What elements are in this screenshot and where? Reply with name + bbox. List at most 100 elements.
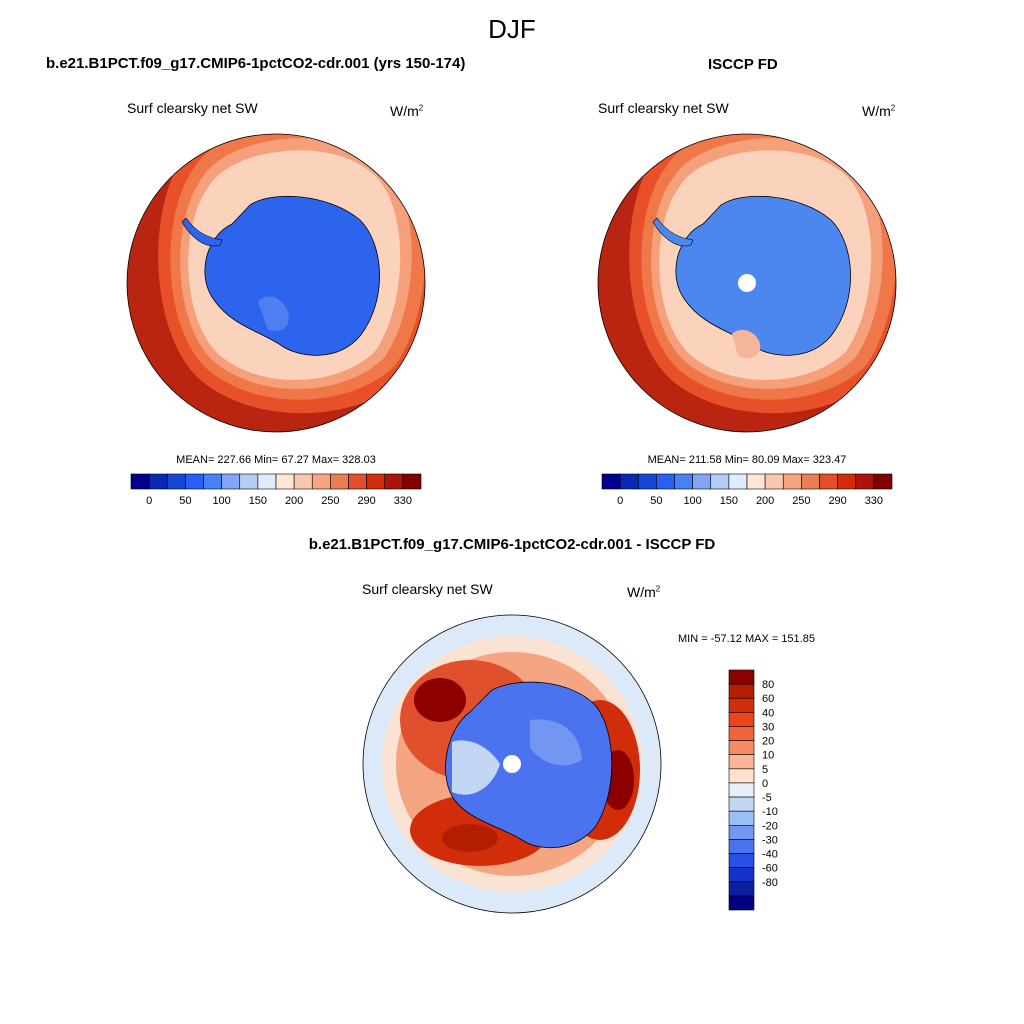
colorbar-swatch — [837, 473, 857, 490]
panel-title-difference: b.e21.B1PCT.f09_g17.CMIP6-1pctCO2-cdr.00… — [308, 536, 716, 553]
panel-label-obs: Surf clearsky net SW — [598, 100, 729, 116]
colorbar-swatch — [601, 473, 621, 490]
colorbar-swatch — [221, 473, 241, 490]
colorbar-swatch — [330, 473, 349, 490]
colorbar-tick-label: 290 — [828, 495, 846, 507]
colorbar-swatch — [728, 683, 755, 699]
colorbar-swatch — [130, 473, 150, 490]
colorbar-tick-label: 50 — [650, 495, 662, 507]
colorbar-swatch — [728, 473, 748, 490]
colorbar-swatch — [728, 895, 755, 911]
colorbar-tick-label: 40 — [762, 707, 774, 719]
colorbar-tick-label: 0 — [617, 495, 623, 507]
colorbar-swatch — [366, 473, 386, 490]
colorbar-tick-label: 100 — [212, 495, 230, 507]
colorbar-swatch — [728, 867, 755, 883]
colorbar-model: 0 50 100 150 200 250 290 330 — [130, 473, 422, 507]
colorbar-swatch — [674, 473, 693, 490]
map-model — [127, 134, 425, 432]
colorbar-swatch — [728, 782, 755, 798]
colorbar-swatch — [855, 473, 875, 490]
panel-label-difference: Surf clearsky net SW — [362, 581, 493, 597]
colorbar-swatch — [257, 473, 277, 490]
colorbar-swatch — [728, 839, 755, 854]
colorbar-tick-label: 330 — [865, 495, 883, 507]
colorbar-swatch — [728, 754, 755, 770]
colorbar-swatch — [293, 473, 313, 490]
colorbar-tick-label: 150 — [720, 495, 738, 507]
colorbar-tick-label: -20 — [762, 820, 778, 832]
colorbar-swatch — [746, 473, 766, 490]
colorbar-tick-label: 5 — [762, 764, 768, 776]
colorbar-swatch — [728, 740, 755, 756]
colorbar-tick-label: 80 — [762, 679, 774, 691]
colorbar-tick-label: 250 — [792, 495, 810, 507]
colorbar-swatch — [728, 697, 755, 713]
colorbar-swatch — [203, 473, 222, 490]
colorbar-tick-label: -5 — [762, 792, 772, 804]
colorbar-swatch — [402, 473, 422, 490]
colorbar-tick-label: -30 — [762, 834, 778, 846]
colorbar-swatch — [728, 810, 755, 826]
colorbar-tick-label: 20 — [762, 736, 774, 748]
map-difference — [363, 615, 661, 913]
colorbar-swatch — [384, 473, 404, 490]
colorbar-swatch — [619, 473, 639, 490]
colorbar-swatch — [185, 473, 204, 490]
colorbar-tick-label: 30 — [762, 721, 774, 733]
colorbar-tick-label: 60 — [762, 693, 774, 705]
colorbar-tick-label: 10 — [762, 750, 774, 762]
panel-units-model: W/m2 — [390, 103, 424, 119]
colorbar-swatch — [166, 473, 186, 490]
colorbar-swatch — [656, 473, 675, 490]
map-obs — [598, 134, 896, 432]
panel-units-obs: W/m2 — [862, 103, 896, 119]
colorbar-obs: 0 50 100 150 200 250 290 330 — [601, 473, 893, 507]
colorbar-tick-label: 50 — [179, 495, 191, 507]
colorbar-swatch — [710, 473, 730, 490]
colorbar-tick-label: 330 — [394, 495, 412, 507]
colorbar-tick-label: 250 — [321, 495, 339, 507]
panel-label-model: Surf clearsky net SW — [127, 100, 258, 116]
season-title: DJF — [488, 14, 536, 44]
colorbar-tick-label: -10 — [762, 806, 778, 818]
colorbar-swatch — [348, 473, 367, 490]
colorbar-swatch — [819, 473, 838, 490]
colorbar-swatch — [801, 473, 820, 490]
colorbar-tick-label: -60 — [762, 863, 778, 875]
panel-title-model: b.e21.B1PCT.f09_g17.CMIP6-1pctCO2-cdr.00… — [46, 55, 466, 72]
colorbar-swatch — [728, 669, 755, 685]
minmax-difference: MIN = -57.12 MAX = 151.85 — [678, 633, 815, 645]
colorbar-tick-label: 0 — [762, 778, 768, 790]
colorbar-swatch — [728, 853, 755, 868]
colorbar-swatch — [311, 473, 331, 490]
colorbar-swatch — [728, 768, 755, 784]
colorbar-tick-label: 0 — [146, 495, 152, 507]
colorbar-swatch — [148, 473, 168, 490]
panel-title-obs: ISCCP FD — [708, 56, 778, 73]
panel-units-difference: W/m2 — [627, 584, 661, 600]
colorbar-tick-label: -40 — [762, 849, 778, 861]
colorbar-swatch — [275, 473, 295, 490]
colorbar-tick-label: 200 — [756, 495, 774, 507]
colorbar-tick-label: 200 — [285, 495, 303, 507]
colorbar-swatch — [728, 881, 755, 897]
colorbar-swatch — [873, 473, 893, 490]
colorbar-swatch — [239, 473, 259, 490]
colorbar-swatch — [728, 824, 755, 840]
colorbar-swatch — [692, 473, 712, 490]
colorbar-swatch — [728, 796, 755, 812]
colorbar-difference: 80 60 40 30 20 10 5 0 -5 -10 -20 -30 -40 -60 -80 — [728, 669, 778, 911]
colorbar-tick-label: 100 — [683, 495, 701, 507]
stats-obs: MEAN= 211.58 Min= 80.09 Max= 323.47 — [647, 454, 847, 466]
colorbar-swatch — [782, 473, 802, 490]
stats-model: MEAN= 227.66 Min= 67.27 Max= 328.03 — [176, 454, 376, 466]
colorbar-swatch — [728, 712, 755, 727]
colorbar-tick-label: 150 — [249, 495, 267, 507]
colorbar-swatch — [728, 726, 755, 741]
colorbar-tick-label: -80 — [762, 877, 778, 889]
colorbar-tick-label: 290 — [357, 495, 375, 507]
colorbar-swatch — [637, 473, 657, 490]
colorbar-swatch — [764, 473, 784, 490]
